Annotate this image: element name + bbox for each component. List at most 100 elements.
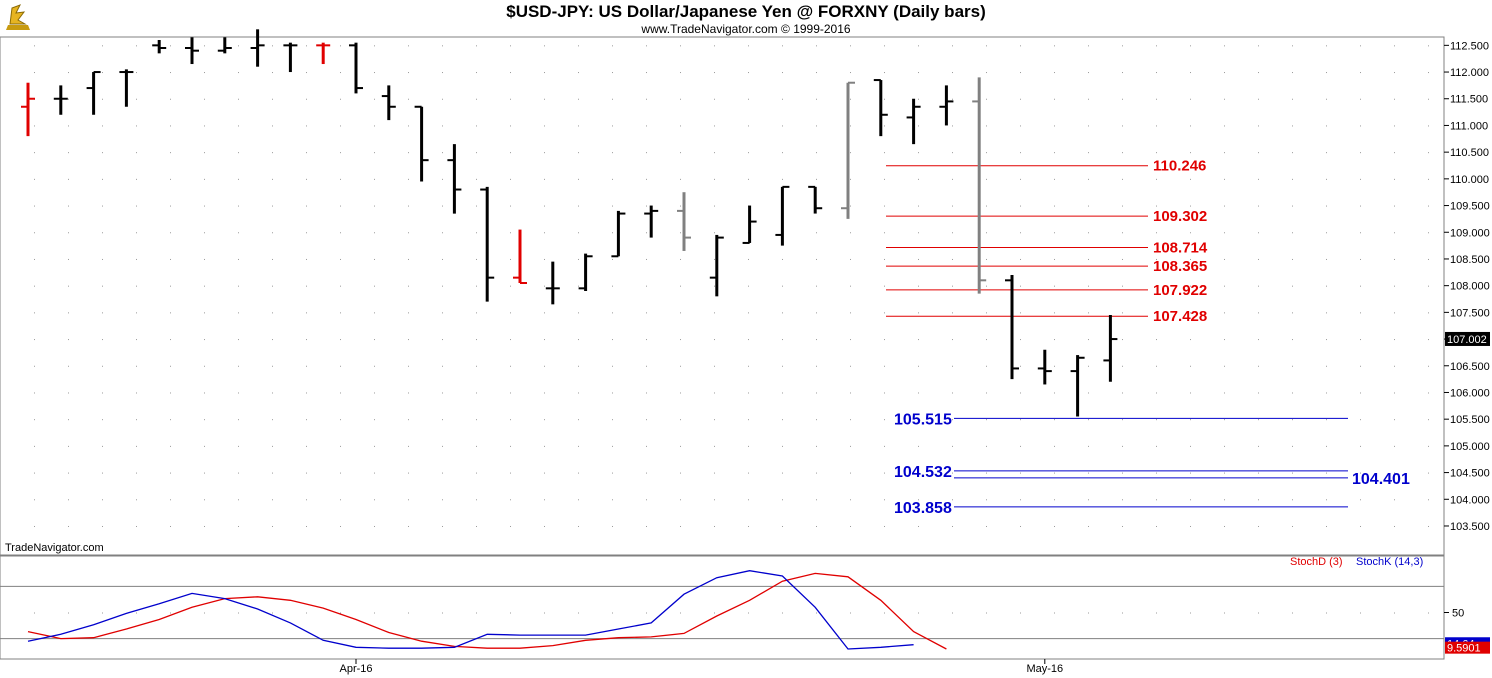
grid-dot — [1360, 152, 1361, 154]
grid-dot — [1122, 152, 1123, 154]
grid-dot — [646, 232, 647, 234]
grid-dot — [680, 125, 681, 127]
grid-dot — [136, 419, 137, 421]
grid-dot — [374, 365, 375, 367]
grid-dot — [782, 45, 783, 47]
grid-dot — [782, 392, 783, 394]
grid-dot — [986, 499, 987, 501]
grid-dot — [884, 472, 885, 474]
grid-dot — [204, 125, 205, 127]
grid-dot — [170, 45, 171, 47]
grid-dot — [306, 499, 307, 501]
grid-dot — [136, 365, 137, 367]
grid-dot — [1360, 258, 1361, 260]
grid-dot — [1326, 312, 1327, 314]
grid-dot — [238, 152, 239, 154]
grid-dot — [952, 98, 953, 100]
grid-dot — [68, 45, 69, 47]
grid-dot — [442, 152, 443, 154]
grid-dot — [1020, 72, 1021, 74]
grid-dot — [510, 339, 511, 341]
y-tick-label: 106.500 — [1450, 361, 1490, 373]
grid-dot — [408, 392, 409, 394]
grid-dot — [1156, 45, 1157, 47]
grid-dot — [986, 232, 987, 234]
grid-dot — [1428, 258, 1429, 260]
grid-dot — [850, 392, 851, 394]
grid-dot — [884, 152, 885, 154]
grid-dot — [1190, 232, 1191, 234]
grid-dot — [34, 72, 35, 74]
grid-dot — [884, 445, 885, 447]
grid-dot — [918, 525, 919, 527]
grid-dot — [238, 45, 239, 47]
grid-dot — [136, 258, 137, 260]
grid-dot — [442, 232, 443, 234]
grid-dot — [1190, 525, 1191, 527]
grid-dot — [884, 72, 885, 74]
grid-dot — [102, 98, 103, 100]
grid-dot — [1054, 419, 1055, 421]
grid-dot — [1088, 392, 1089, 394]
grid-dot — [816, 125, 817, 127]
grid-dot — [1054, 98, 1055, 100]
grid-dot — [578, 499, 579, 501]
ohlc-bar — [316, 42, 331, 65]
grid-dot — [1156, 205, 1157, 207]
grid-dot — [1394, 285, 1395, 287]
grid-dot — [1326, 98, 1327, 100]
grid-dot — [306, 312, 307, 314]
grid-dot — [1088, 445, 1089, 447]
grid-dot — [442, 472, 443, 474]
grid-dot — [1394, 392, 1395, 394]
grid-dot — [1360, 178, 1361, 180]
grid-dot — [1326, 232, 1327, 234]
grid-dot — [476, 125, 477, 127]
resistance-label: 107.922 — [1153, 282, 1207, 299]
grid-dot — [374, 525, 375, 527]
grid-dot — [1258, 419, 1259, 421]
last-price-label: 107.002 — [1447, 334, 1487, 346]
grid-dot — [476, 232, 477, 234]
y-tick-label: 111.500 — [1450, 94, 1488, 106]
grid-dot — [578, 392, 579, 394]
grid-dot — [714, 365, 715, 367]
grid-dot — [1088, 258, 1089, 260]
grid-dot — [238, 392, 239, 394]
grid-dot — [1292, 525, 1293, 527]
grid-dot — [816, 312, 817, 314]
grid-dot — [544, 72, 545, 74]
grid-dot — [510, 205, 511, 207]
grid-dot — [1054, 45, 1055, 47]
grid-dot — [510, 258, 511, 260]
grid-dot — [578, 152, 579, 154]
grid-dot — [272, 125, 273, 127]
grid-dot — [816, 525, 817, 527]
grid-dot — [1020, 232, 1021, 234]
grid-dot — [850, 445, 851, 447]
grid-dot — [1190, 612, 1191, 614]
grid-dot — [374, 205, 375, 207]
grid-dot — [442, 312, 443, 314]
grid-dot — [136, 232, 137, 234]
grid-dot — [578, 445, 579, 447]
grid-dot — [1088, 312, 1089, 314]
ohlc-bar — [283, 42, 298, 73]
grid-dot — [1428, 232, 1429, 234]
grid-dot — [748, 392, 749, 394]
grid-dot — [714, 72, 715, 74]
grid-dot — [612, 98, 613, 100]
grid-dot — [340, 285, 341, 287]
grid-dot — [68, 205, 69, 207]
grid-dot — [1292, 205, 1293, 207]
grid-dot — [102, 205, 103, 207]
grid-dot — [816, 285, 817, 287]
grid-dot — [1292, 499, 1293, 501]
grid-dot — [782, 525, 783, 527]
grid-dot — [170, 525, 171, 527]
grid-dot — [1326, 365, 1327, 367]
grid-dot — [34, 258, 35, 260]
grid-dot — [1122, 612, 1123, 614]
grid-dot — [238, 339, 239, 341]
